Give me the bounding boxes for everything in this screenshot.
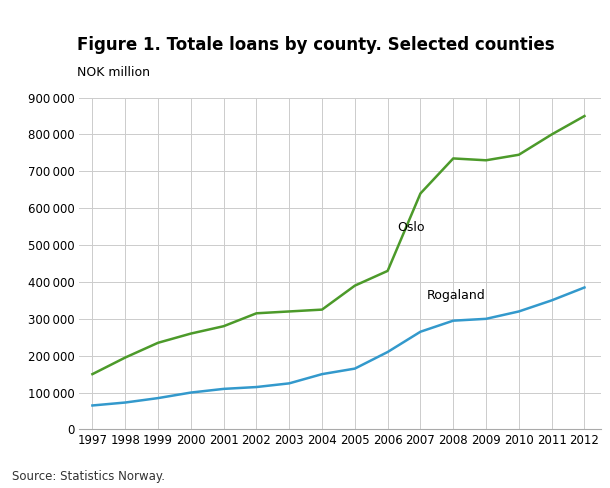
Text: NOK million: NOK million bbox=[77, 66, 149, 80]
Text: Figure 1. Totale loans by county. Selected counties: Figure 1. Totale loans by county. Select… bbox=[77, 37, 554, 55]
Text: Source: Statistics Norway.: Source: Statistics Norway. bbox=[12, 470, 165, 483]
Text: Oslo: Oslo bbox=[398, 221, 425, 234]
Text: Rogaland: Rogaland bbox=[427, 289, 486, 302]
